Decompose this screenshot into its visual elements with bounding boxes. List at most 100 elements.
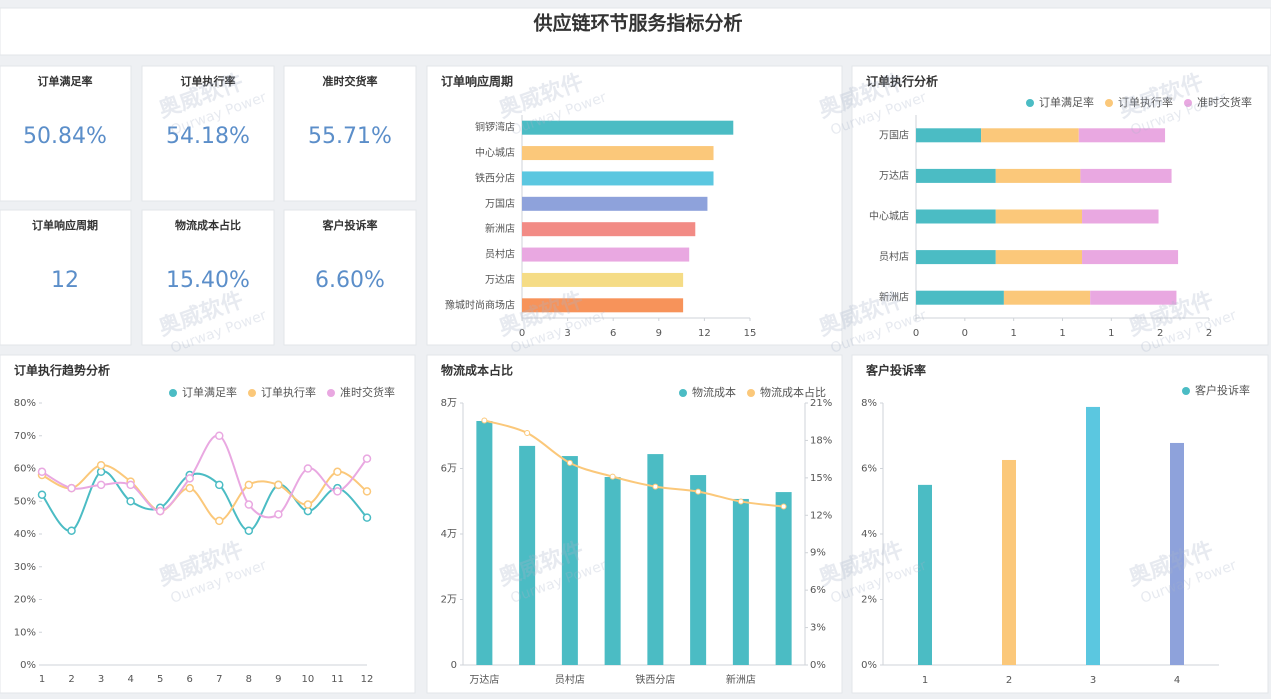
x-tick-label: 铁西分店	[635, 673, 675, 686]
x-tick-label: 9	[656, 328, 662, 339]
kpi-label: 客户投诉率	[322, 218, 378, 232]
chart-title: 订单执行分析	[866, 74, 938, 89]
point	[274, 510, 283, 519]
bar	[995, 168, 1081, 183]
y-tick-label: 0%	[861, 660, 877, 671]
bar	[1082, 250, 1179, 265]
x-tick-label: 1	[1059, 328, 1065, 339]
kpi-label: 物流成本占比	[175, 218, 241, 232]
x-tick-label: 3	[564, 328, 570, 339]
y-tick-label: 6%	[861, 464, 877, 475]
y-tick-label: 18%	[810, 435, 832, 446]
bar	[1082, 209, 1159, 224]
y-tick-label: 30%	[14, 562, 36, 573]
bar	[1090, 290, 1177, 305]
point	[215, 431, 224, 440]
bar	[522, 146, 714, 161]
y-tick-label: 铁西分店	[475, 171, 515, 184]
point	[67, 526, 76, 535]
x-tick-label: 万达店	[469, 673, 499, 686]
chart-title: 订单执行趋势分析	[14, 363, 110, 378]
y-tick-label: 员村店	[879, 250, 909, 263]
kpi-value: 55.71%	[308, 124, 392, 149]
legend-marker	[1105, 99, 1113, 107]
chart-title: 物流成本占比	[441, 363, 513, 378]
y-tick-label: 铜锣湾店	[475, 121, 515, 134]
kpi-label: 订单响应周期	[32, 218, 98, 232]
y-tick-label: 8万	[441, 398, 457, 409]
x-tick-label: 0	[962, 328, 968, 339]
point	[185, 474, 194, 483]
bar	[522, 171, 714, 186]
legend-label: 物流成本	[692, 385, 736, 399]
page-title: 供应链环节服务指标分析	[532, 12, 742, 35]
y-tick-label: 40%	[14, 529, 36, 540]
y-tick-label: 80%	[14, 398, 36, 409]
x-tick-label: 3	[98, 674, 104, 685]
chart-title: 订单响应周期	[441, 74, 513, 89]
bar	[916, 168, 996, 183]
x-tick-label: 11	[331, 674, 344, 685]
point	[609, 473, 616, 480]
bar	[522, 120, 734, 135]
x-tick-label: 2	[68, 674, 74, 685]
x-tick-label: 4	[1174, 675, 1180, 686]
bar	[916, 250, 996, 265]
point	[215, 516, 224, 526]
y-tick-label: 2万	[441, 595, 457, 606]
point	[780, 503, 787, 510]
y-tick-label: 0	[451, 660, 457, 671]
bar	[522, 222, 696, 237]
point	[96, 480, 106, 490]
legend-label: 客户投诉率	[1195, 383, 1250, 397]
point	[126, 497, 135, 506]
x-tick-label: 2	[1206, 328, 1212, 339]
point	[652, 483, 659, 490]
y-tick-label: 万国店	[879, 128, 909, 141]
legend-label: 物流成本占比	[760, 385, 826, 399]
point	[185, 483, 194, 493]
kpi-value: 50.84%	[23, 124, 107, 149]
point	[566, 459, 573, 466]
kpi-card	[141, 65, 275, 202]
bar	[519, 445, 536, 665]
chart-panel	[851, 354, 1269, 694]
x-tick-label: 0	[913, 328, 919, 339]
bar	[690, 475, 707, 665]
point	[37, 467, 47, 477]
y-tick-label: 10%	[14, 627, 36, 638]
x-tick-label: 7	[216, 674, 222, 685]
point	[303, 500, 313, 509]
bar	[918, 484, 932, 665]
bar	[1080, 168, 1172, 183]
legend-marker	[1184, 99, 1192, 107]
y-tick-label: 员村店	[485, 248, 515, 261]
point	[126, 480, 135, 490]
x-tick-label: 9	[275, 674, 281, 685]
point	[244, 480, 254, 490]
kpi-label: 准时交货率	[323, 74, 378, 88]
bar	[1003, 290, 1091, 305]
y-tick-label: 50%	[14, 496, 36, 507]
y-tick-label: 豫城时尚商场店	[445, 298, 515, 311]
legend-label: 准时交货率	[1197, 95, 1252, 109]
legend-marker	[1026, 99, 1034, 107]
y-tick-label: 9%	[810, 548, 826, 559]
y-tick-label: 6%	[810, 585, 826, 596]
kpi-value: 12	[51, 268, 79, 293]
bar	[1002, 459, 1016, 665]
point	[362, 454, 372, 463]
x-tick-label: 3	[1090, 675, 1096, 686]
y-tick-label: 中心城店	[869, 210, 909, 223]
point	[244, 526, 254, 535]
bar	[522, 298, 684, 313]
legend-label: 订单满足率	[1039, 95, 1094, 109]
point	[481, 417, 488, 424]
x-tick-label: 1	[1010, 328, 1016, 339]
x-tick-label: 2	[1006, 675, 1012, 686]
point	[155, 506, 165, 516]
kpi-value: 54.18%	[166, 124, 250, 149]
x-tick-label: 4	[127, 674, 133, 685]
y-tick-label: 4万	[441, 529, 457, 540]
point	[524, 429, 531, 436]
